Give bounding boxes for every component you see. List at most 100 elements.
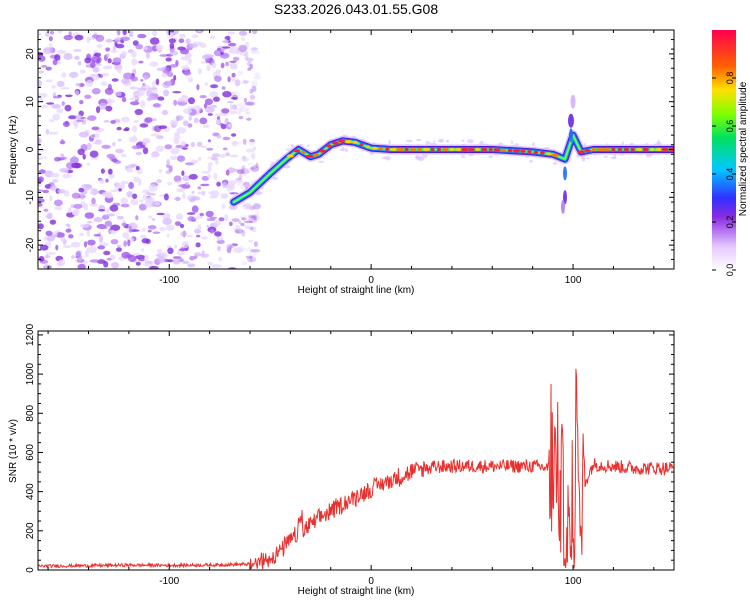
noise-blob [157,249,162,254]
noise-blob [241,165,246,171]
noise-blob [234,79,241,87]
noise-blob [98,102,108,110]
x-tick-label: 0 [368,576,374,587]
noise-blob [79,69,86,74]
noise-blob [211,157,219,161]
y-tick-label: 1000 [25,363,36,386]
noise-blob [199,117,208,125]
noise-blob [174,134,181,140]
noise-blob [38,203,43,207]
noise-blob [105,178,109,183]
disturbance-blob [563,166,567,181]
snr-series-line [38,368,674,570]
noise-blob [202,54,210,60]
noise-blob [249,206,256,211]
noise-blob [121,51,127,57]
noise-blob [187,77,194,83]
noise-blob [84,250,89,258]
noise-blob [91,197,96,205]
noise-blob [76,119,84,123]
noise-blob [227,76,231,83]
noise-blob [46,235,55,242]
noise-blob [165,57,172,62]
y-tick-label: -10 [25,190,36,205]
noise-blob [62,174,72,179]
noise-blob [92,141,103,145]
noise-blob [127,239,131,247]
noise-blob [170,32,174,38]
noise-blob [247,61,252,67]
noise-blob [87,115,97,121]
noise-blob [238,174,243,180]
noise-blob [118,188,122,192]
noise-blob [235,230,241,234]
noise-blob [127,164,136,169]
noise-blob [234,225,241,229]
noise-blob [71,192,81,199]
faint-speckle [340,148,345,152]
noise-blob [240,97,245,100]
noise-blob [204,98,213,105]
noise-blob [255,162,259,169]
noise-blob [245,255,253,259]
noise-blob [57,30,63,34]
noise-blob [209,35,215,39]
noise-blob [151,218,156,221]
noise-blob [109,204,119,212]
noise-blob [169,30,175,33]
noise-blob [93,217,103,223]
noise-blob [246,217,255,223]
noise-blob [253,241,258,248]
noise-blob [128,254,137,263]
noise-blob [116,215,124,220]
noise-blob [104,220,113,227]
noise-blob [183,108,192,114]
noise-blob [121,96,127,103]
noise-blob [105,38,113,43]
noise-blob [238,220,242,225]
noise-blob [105,47,111,52]
noise-blob [227,31,236,35]
noise-blob [210,84,219,89]
noise-blob [58,259,66,267]
noise-blob [89,190,95,195]
noise-blob [60,153,65,158]
noise-blob [240,50,249,56]
noise-blob [110,224,121,231]
noise-blob [196,234,201,238]
noise-blob [231,63,237,69]
noise-blob [106,192,113,199]
noise-blob [132,176,140,183]
noise-blob [124,127,130,131]
noise-blob [63,34,73,41]
noise-blob [123,72,133,80]
noise-blob [215,159,219,165]
noise-blob [207,261,213,266]
noise-blob [186,212,196,215]
noise-blob [173,99,178,106]
noise-blob [98,209,106,212]
noise-blob [232,56,240,62]
ridge-hotspot [654,147,663,152]
noise-blob [42,189,50,194]
noise-blob [98,74,104,78]
faint-speckle [386,155,391,161]
noise-blob [38,169,46,174]
noise-blob [244,220,253,224]
faint-speckle [318,160,325,163]
ridge-hotspot [603,147,611,152]
noise-blob [251,226,257,233]
noise-blob [213,49,223,57]
faint-speckle [421,154,428,159]
noise-blob [48,131,59,135]
noise-blob [141,248,145,252]
noise-blob [141,238,150,244]
noise-blob [147,87,158,90]
ridge-hotspot [404,147,409,152]
noise-blob [121,78,130,84]
faint-speckle [585,157,590,160]
y-tick-label: 800 [25,404,36,421]
noise-blob [148,215,153,219]
noise-blob [149,61,159,67]
noise-blob [191,205,199,213]
